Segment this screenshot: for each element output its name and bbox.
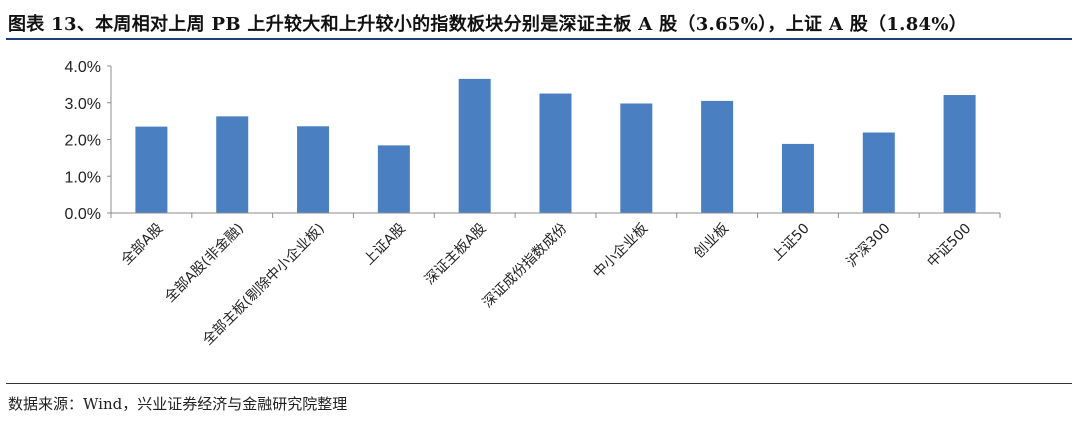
bar — [862, 132, 895, 213]
y-tick-label: 4.0% — [65, 59, 101, 76]
x-tick-label: 上证A股 — [361, 221, 409, 269]
y-tick-label: 2.0% — [65, 133, 101, 150]
source-divider — [6, 383, 1072, 384]
x-tick-label: 创业板 — [691, 221, 732, 262]
x-tick-label: 上证50 — [769, 221, 813, 265]
bar-chart: 0.0% 1.0% 2.0% 3.0% 4.0% 全部A股全部A股(非金融)全部主板(剔… — [65, 59, 1001, 348]
bar — [620, 103, 653, 213]
bar — [701, 100, 734, 213]
bar — [781, 143, 814, 213]
x-tick-label: 全部A股(非金融) — [161, 220, 247, 306]
bar — [216, 116, 249, 213]
bar — [135, 126, 168, 213]
x-tick-label: 全部A股 — [118, 220, 166, 268]
bars — [135, 78, 976, 213]
y-tick-label: 0.0% — [65, 206, 101, 223]
x-tick-label: 深证主板A股 — [422, 221, 490, 289]
x-tick-label: 沪深300 — [844, 221, 894, 271]
y-axis: 0.0% 1.0% 2.0% 3.0% 4.0% — [65, 59, 112, 223]
bar — [458, 78, 491, 213]
x-tick-label: 中小企业板 — [590, 220, 652, 282]
y-tick-label: 3.0% — [65, 96, 101, 113]
y-tick-label: 1.0% — [65, 169, 101, 186]
source-note: 数据来源：Wind，兴业证券经济与金融研究院整理 — [8, 395, 348, 413]
chart-title: 图表 13、本周相对上周 PB 上升较大和上升较小的指数板块分别是深证主板 A … — [8, 14, 968, 35]
bar — [943, 95, 976, 213]
title-bar: 图表 13、本周相对上周 PB 上升较大和上升较小的指数板块分别是深证主板 A … — [6, 8, 1072, 40]
bar — [377, 145, 410, 213]
bar — [539, 93, 572, 213]
x-tick-label: 深证成份指数成份 — [480, 221, 571, 312]
bar — [297, 126, 330, 213]
x-tick-label: 中证500 — [924, 221, 974, 271]
